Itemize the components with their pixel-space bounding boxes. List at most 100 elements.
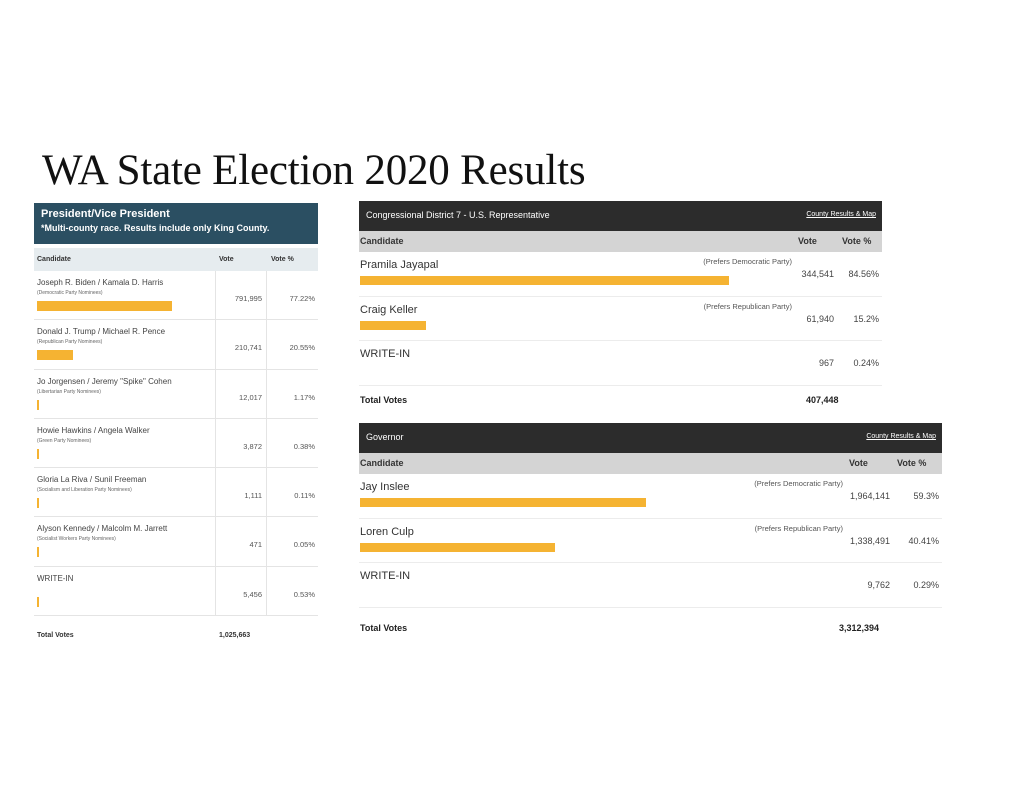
- total-votes-value: 1,025,663: [219, 632, 251, 640]
- column-divider: [266, 320, 267, 369]
- candidate-row: WRITE-IN 967 0.24%: [359, 341, 882, 386]
- vote-count: 9,762: [867, 580, 890, 590]
- cd7-results-panel: Congressional District 7 - U.S. Represen…: [359, 201, 882, 408]
- candidate-row: WRITE-IN 9,762 0.29%: [359, 563, 942, 608]
- candidate-party: (Socialism and Liberation Party Nominees…: [37, 487, 132, 494]
- total-votes-value: 407,448: [806, 394, 839, 405]
- candidate-party: (Prefers Democratic Party): [703, 257, 792, 266]
- county-results-map-link[interactable]: County Results & Map: [866, 433, 936, 440]
- vote-percent: 0.05%: [293, 540, 315, 550]
- vote-share-bar: [360, 276, 729, 285]
- governor-column-header: Candidate Vote Vote %: [359, 453, 942, 474]
- cd7-total-row: Total Votes 407,448: [359, 386, 882, 408]
- column-divider: [215, 418, 216, 468]
- cd7-column-header: Candidate Vote Vote %: [359, 231, 882, 252]
- candidate-name: WRITE-IN: [37, 573, 74, 583]
- candidate-row: WRITE-IN 5,456 0.53%: [34, 566, 318, 617]
- column-divider: [215, 320, 216, 369]
- total-votes-label: Total Votes: [360, 394, 408, 405]
- vote-share-bar: [37, 301, 173, 311]
- candidate-party: (Prefers Republican Party): [754, 523, 843, 533]
- vote-pct-column-label: Vote %: [271, 256, 294, 263]
- candidate-name: Joseph R. Biden / Kamala D. Harris: [37, 278, 164, 287]
- candidate-row: Donald J. Trump / Michael R. Pence (Repub…: [34, 320, 318, 370]
- candidate-row: Joseph R. Biden / Kamala D. Harris (Democ…: [34, 271, 318, 321]
- candidate-column-label: Candidate: [360, 458, 404, 468]
- vote-count: 1,338,491: [849, 535, 890, 546]
- candidate-name: Jo Jorgensen / Jeremy "Spike" Cohen: [37, 376, 172, 386]
- candidate-name: Donald J. Trump / Michael R. Pence: [37, 327, 166, 337]
- candidate-party: (Prefers Democratic Party): [754, 479, 843, 488]
- vote-share-bar: [360, 542, 556, 552]
- candidate-name: Craig Keller: [360, 303, 418, 316]
- candidate-row: Pramila Jayapal (Prefers Democratic Party…: [359, 252, 882, 297]
- vote-percent: 0.29%: [913, 580, 939, 590]
- candidate-row: Craig Keller (Prefers Republican Party) 61…: [359, 297, 882, 341]
- cd7-panel-header: Congressional District 7 - U.S. Represen…: [359, 201, 882, 231]
- candidate-row: Howie Hawkins / Angela Walker (Green Part…: [34, 418, 318, 469]
- vote-count: 967: [818, 358, 834, 368]
- column-divider: [215, 271, 216, 320]
- candidate-row: Alyson Kennedy / Malcolm M. Jarrett (Soci…: [34, 517, 318, 567]
- vote-percent: 20.55%: [289, 343, 315, 353]
- vote-share-bar: [37, 596, 39, 607]
- vote-column-label: Vote: [798, 236, 817, 246]
- vote-percent: 15.2%: [853, 313, 879, 324]
- vote-pct-column-label: Vote %: [842, 236, 872, 246]
- vote-count: 12,017: [239, 392, 262, 402]
- governor-race-title: Governor: [366, 432, 404, 442]
- candidate-name: Howie Hawkins / Angela Walker: [37, 425, 150, 435]
- candidate-party: (Libertarian Party Nominees): [37, 388, 101, 395]
- cd7-race-title: Congressional District 7 - U.S. Represen…: [366, 210, 550, 220]
- candidate-name: Loren Culp: [360, 525, 414, 538]
- column-divider: [266, 566, 267, 616]
- vote-share-bar: [37, 350, 73, 361]
- vote-pct-column-label: Vote %: [897, 458, 927, 468]
- vote-percent: 84.56%: [848, 269, 879, 279]
- vote-percent: 59.3%: [913, 491, 939, 501]
- total-votes-label: Total Votes: [37, 632, 74, 640]
- candidate-party: (Socialist Workers Party Nominees): [37, 536, 116, 543]
- candidate-name: WRITE-IN: [360, 348, 411, 360]
- vote-column-label: Vote: [219, 256, 234, 263]
- president-results-panel: President/Vice President *Multi-county r…: [34, 203, 318, 643]
- candidate-row: Gloria La Riva / Sunil Freeman (Socialism…: [34, 468, 318, 518]
- vote-count: 3,872: [243, 441, 262, 451]
- governor-total-row: Total Votes 3,312,394: [359, 608, 942, 640]
- candidate-row: Loren Culp (Prefers Republican Party) 1,33…: [359, 519, 942, 563]
- president-race-title: President/Vice President: [41, 208, 170, 220]
- vote-count: 344,541: [801, 269, 834, 279]
- vote-count: 791,995: [234, 294, 262, 303]
- vote-percent: 0.24%: [853, 358, 879, 368]
- vote-percent: 0.11%: [294, 491, 315, 501]
- column-divider: [266, 517, 267, 566]
- vote-column-label: Vote: [849, 458, 868, 468]
- candidate-party: (Democratic Party Nominees): [37, 290, 103, 296]
- candidate-name: WRITE-IN: [360, 570, 411, 582]
- vote-count: 5,456: [243, 589, 262, 599]
- candidate-name: Alyson Kennedy / Malcolm M. Jarrett: [37, 524, 168, 534]
- president-column-header: Candidate Vote Vote %: [34, 248, 318, 271]
- column-divider: [215, 566, 216, 616]
- vote-share-bar: [37, 547, 39, 558]
- county-results-map-link[interactable]: County Results & Map: [806, 211, 876, 218]
- candidate-party: (Green Party Nominees): [37, 437, 92, 444]
- column-divider: [215, 369, 216, 418]
- vote-share-bar: [360, 498, 647, 507]
- total-votes-value: 3,312,394: [839, 622, 880, 633]
- column-divider: [215, 468, 216, 517]
- candidate-name: Jay Inslee: [360, 481, 410, 493]
- vote-share-bar: [37, 399, 40, 410]
- vote-count: 471: [249, 540, 262, 550]
- president-race-note: *Multi-county race. Results include only…: [41, 223, 270, 233]
- vote-count: 1,111: [244, 491, 262, 501]
- column-divider: [266, 468, 267, 517]
- vote-count: 61,940: [806, 313, 834, 324]
- candidate-name: Gloria La Riva / Sunil Freeman: [37, 475, 147, 485]
- candidate-name: Pramila Jayapal: [360, 259, 439, 271]
- column-divider: [215, 517, 216, 566]
- vote-percent: 0.53%: [293, 589, 315, 599]
- vote-percent: 40.41%: [908, 535, 939, 546]
- candidate-column-label: Candidate: [37, 256, 71, 263]
- column-divider: [266, 271, 267, 320]
